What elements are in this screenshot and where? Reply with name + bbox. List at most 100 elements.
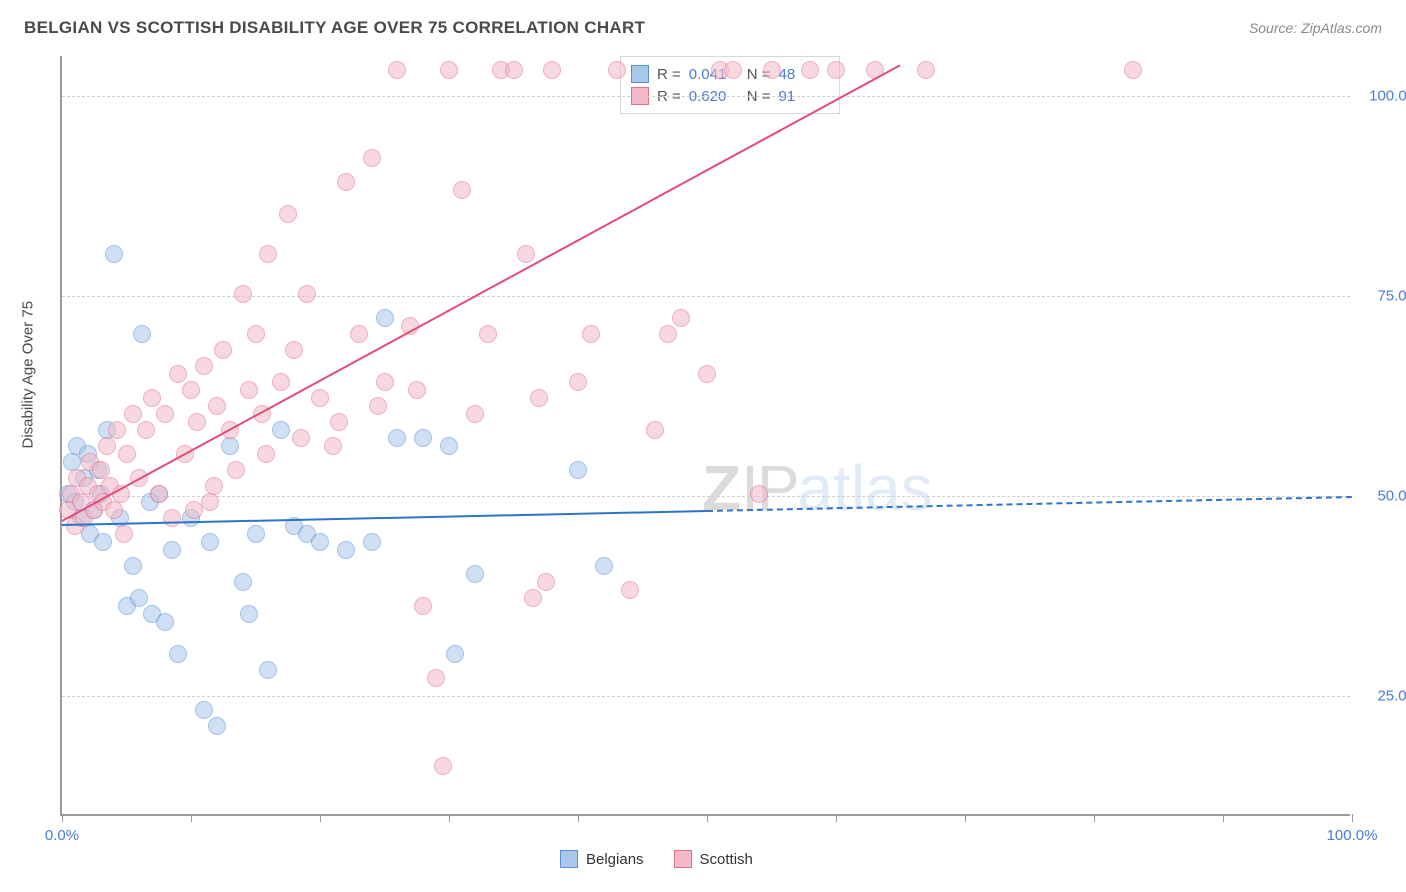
series-swatch — [560, 850, 578, 868]
gridline — [62, 96, 1350, 97]
data-point — [130, 589, 148, 607]
data-point — [446, 645, 464, 663]
data-point — [350, 325, 368, 343]
data-point — [530, 389, 548, 407]
y-tick-label: 50.0% — [1360, 488, 1406, 505]
legend-item: Belgians — [560, 850, 644, 868]
data-point — [169, 365, 187, 383]
data-point — [137, 421, 155, 439]
data-point — [595, 557, 613, 575]
data-point — [163, 541, 181, 559]
data-point — [118, 445, 136, 463]
source-prefix: Source: — [1249, 20, 1301, 36]
data-point — [440, 61, 458, 79]
data-point — [466, 565, 484, 583]
data-point — [298, 285, 316, 303]
data-point — [247, 525, 265, 543]
data-point — [698, 365, 716, 383]
data-point — [724, 61, 742, 79]
series-swatch — [631, 65, 649, 83]
watermark-atlas: atlas — [798, 452, 933, 524]
data-point — [201, 493, 219, 511]
data-point — [205, 477, 223, 495]
data-point — [105, 245, 123, 263]
data-point — [337, 541, 355, 559]
x-tick — [191, 814, 192, 822]
data-point — [363, 533, 381, 551]
data-point — [388, 61, 406, 79]
data-point — [569, 373, 587, 391]
data-point — [608, 61, 626, 79]
series-legend: Belgians Scottish — [560, 850, 753, 868]
data-point — [763, 61, 781, 79]
data-point — [105, 501, 123, 519]
data-point — [524, 589, 542, 607]
data-point — [257, 445, 275, 463]
data-point — [311, 533, 329, 551]
trend-line — [62, 510, 707, 526]
data-point — [537, 573, 555, 591]
data-point — [827, 61, 845, 79]
data-point — [201, 533, 219, 551]
data-point — [311, 389, 329, 407]
data-point — [124, 405, 142, 423]
data-point — [156, 405, 174, 423]
y-axis-label: Disability Age Over 75 — [20, 301, 37, 449]
data-point — [227, 461, 245, 479]
data-point — [414, 597, 432, 615]
legend-item: Scottish — [674, 850, 753, 868]
data-point — [221, 437, 239, 455]
y-tick-label: 75.0% — [1360, 288, 1406, 305]
data-point — [376, 373, 394, 391]
source-name: ZipAtlas.com — [1301, 20, 1382, 36]
data-point — [292, 429, 310, 447]
r-label: R = — [657, 66, 681, 83]
data-point — [108, 421, 126, 439]
gridline — [62, 496, 1350, 497]
source-attribution: Source: ZipAtlas.com — [1249, 20, 1382, 36]
data-point — [124, 557, 142, 575]
data-point — [376, 309, 394, 327]
data-point — [646, 421, 664, 439]
data-point — [505, 61, 523, 79]
data-point — [285, 341, 303, 359]
data-point — [169, 645, 187, 663]
series-swatch — [674, 850, 692, 868]
data-point — [750, 485, 768, 503]
x-tick — [707, 814, 708, 822]
data-point — [234, 285, 252, 303]
data-point — [240, 381, 258, 399]
data-point — [195, 701, 213, 719]
data-point — [150, 485, 168, 503]
trend-line — [62, 64, 901, 522]
data-point — [414, 429, 432, 447]
legend-label: Belgians — [586, 851, 644, 868]
x-tick — [578, 814, 579, 822]
data-point — [369, 397, 387, 415]
data-point — [427, 669, 445, 687]
data-point — [582, 325, 600, 343]
x-tick — [1352, 814, 1353, 822]
x-tick — [449, 814, 450, 822]
watermark: ZIPatlas — [702, 451, 933, 525]
data-point — [272, 421, 290, 439]
data-point — [434, 757, 452, 775]
data-point — [240, 605, 258, 623]
data-point — [94, 533, 112, 551]
data-point — [543, 61, 561, 79]
data-point — [672, 309, 690, 327]
data-point — [363, 149, 381, 167]
data-point — [517, 245, 535, 263]
data-point — [195, 357, 213, 375]
data-point — [247, 325, 265, 343]
data-point — [182, 381, 200, 399]
scatter-chart: R =0.041N =48R =0.620N =91 ZIPatlas 25.0… — [60, 56, 1350, 816]
data-point — [408, 381, 426, 399]
chart-title: BELGIAN VS SCOTTISH DISABILITY AGE OVER … — [24, 18, 645, 38]
data-point — [1124, 61, 1142, 79]
data-point — [388, 429, 406, 447]
gridline — [62, 696, 1350, 697]
data-point — [917, 61, 935, 79]
data-point — [115, 525, 133, 543]
data-point — [279, 205, 297, 223]
